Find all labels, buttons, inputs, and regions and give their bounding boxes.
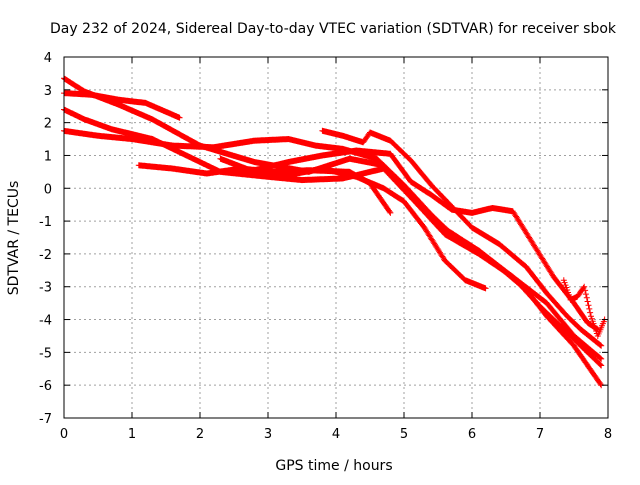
chart-title: Day 232 of 2024, Sidereal Day-to-day VTE…: [50, 21, 617, 37]
x-tick-label: 1: [128, 427, 136, 442]
y-tick-label: -3: [39, 281, 52, 296]
x-tick-label: 4: [332, 427, 340, 442]
y-tick-label: -1: [39, 215, 52, 230]
y-tick-label: 1: [44, 149, 52, 164]
series-arc-h: [319, 127, 605, 349]
series-markers: [319, 127, 605, 349]
tick-layer: 0 1 2 3 4 5 6 7 8 -7 -6 -5 -4 -3 -2 -1 0 1 2 3 4: [39, 51, 612, 442]
y-axis-title: SDTVAR / TECUs: [6, 181, 22, 296]
y-tick-label: 0: [44, 182, 52, 197]
x-tick-label: 3: [264, 427, 272, 442]
y-tick-label: -6: [39, 379, 52, 394]
series-markers: [251, 147, 601, 333]
x-tick-label: 7: [536, 427, 544, 442]
series-markers: [560, 277, 608, 339]
y-tick-label: -4: [39, 314, 52, 329]
series-arc-i: [560, 277, 608, 339]
x-tick-label: 6: [468, 427, 476, 442]
series-markers: [217, 155, 489, 292]
x-tick-label: 0: [60, 427, 68, 442]
y-tick-label: 2: [44, 117, 52, 132]
series-arc-g: [251, 147, 601, 333]
y-tick-label: 4: [44, 51, 52, 66]
y-tick-label: -2: [39, 248, 52, 263]
series-arc-f: [217, 155, 489, 292]
y-tick-label: -5: [39, 346, 52, 361]
x-tick-label: 8: [604, 427, 612, 442]
y-tick-label: 3: [44, 84, 52, 99]
x-tick-label: 5: [400, 427, 408, 442]
y-tick-label: -7: [39, 412, 52, 427]
x-axis-title: GPS time / hours: [275, 458, 392, 474]
x-tick-label: 2: [196, 427, 204, 442]
